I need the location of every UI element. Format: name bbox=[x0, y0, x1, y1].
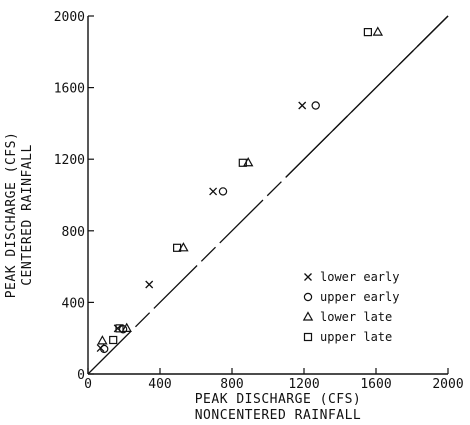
legend-label-upper-late: upper late bbox=[320, 330, 392, 344]
x-tick-label: 1600 bbox=[360, 377, 391, 392]
point-lower-late bbox=[97, 335, 108, 345]
y-tick-label: 800 bbox=[62, 225, 85, 240]
tick-labels: 00 400 400 800 800 1200 1200 1600 1600 2000 2000 bbox=[54, 10, 464, 392]
x-tick-label: 2000 bbox=[432, 377, 463, 392]
y-tick-label: 1600 bbox=[54, 82, 85, 97]
y-tick-label: 2000 bbox=[54, 10, 85, 25]
point-upper-early bbox=[311, 101, 320, 110]
point-lower-early bbox=[298, 101, 307, 110]
x-tick-label: 400 bbox=[148, 377, 171, 392]
legend-label-upper-early: upper early bbox=[320, 290, 399, 304]
point-upper-late bbox=[173, 243, 182, 252]
point-lower-early bbox=[145, 280, 154, 289]
y-axis-label-line1: PEAK DISCHARGE (CFS) bbox=[4, 132, 19, 299]
point-lower-early bbox=[209, 187, 218, 196]
x-axis-label-line1: PEAK DISCHARGE (CFS) bbox=[195, 392, 362, 407]
legend-label-lower-late: lower late bbox=[320, 310, 392, 324]
point-upper-late bbox=[109, 335, 118, 345]
data-points bbox=[96, 26, 384, 354]
point-lower-late bbox=[178, 242, 189, 252]
point-lower-late bbox=[372, 26, 384, 36]
point-upper-late bbox=[115, 324, 124, 333]
point-upper-late bbox=[238, 158, 247, 167]
x-tick-label: 800 bbox=[220, 377, 243, 392]
x-axis-label-line2: NONCENTERED RAINFALL bbox=[195, 408, 362, 423]
legend-marker-upper-late bbox=[303, 332, 313, 342]
y-tick-label: 0 bbox=[77, 368, 85, 383]
x-tick-label: 1200 bbox=[288, 377, 319, 392]
point-upper-early bbox=[218, 187, 228, 196]
y-tick-label: 400 bbox=[62, 296, 85, 311]
point-upper-early bbox=[99, 344, 109, 354]
legend-marker-upper-early bbox=[303, 292, 313, 302]
legend: lower early upper early lower late upper la… bbox=[302, 270, 399, 344]
legend-marker-lower-early bbox=[304, 273, 312, 281]
x-tick-label: 0 bbox=[84, 377, 92, 392]
point-lower-late bbox=[121, 322, 132, 332]
y-tick-label: 1200 bbox=[54, 153, 85, 168]
legend-marker-lower-late bbox=[302, 311, 314, 321]
equality-line-upper bbox=[285, 15, 449, 178]
y-axis-label-line2: CENTERED RAINFALL bbox=[20, 144, 35, 286]
legend-label-lower-early: lower early bbox=[320, 270, 399, 284]
axes bbox=[87, 16, 448, 375]
point-upper-late bbox=[363, 28, 372, 37]
